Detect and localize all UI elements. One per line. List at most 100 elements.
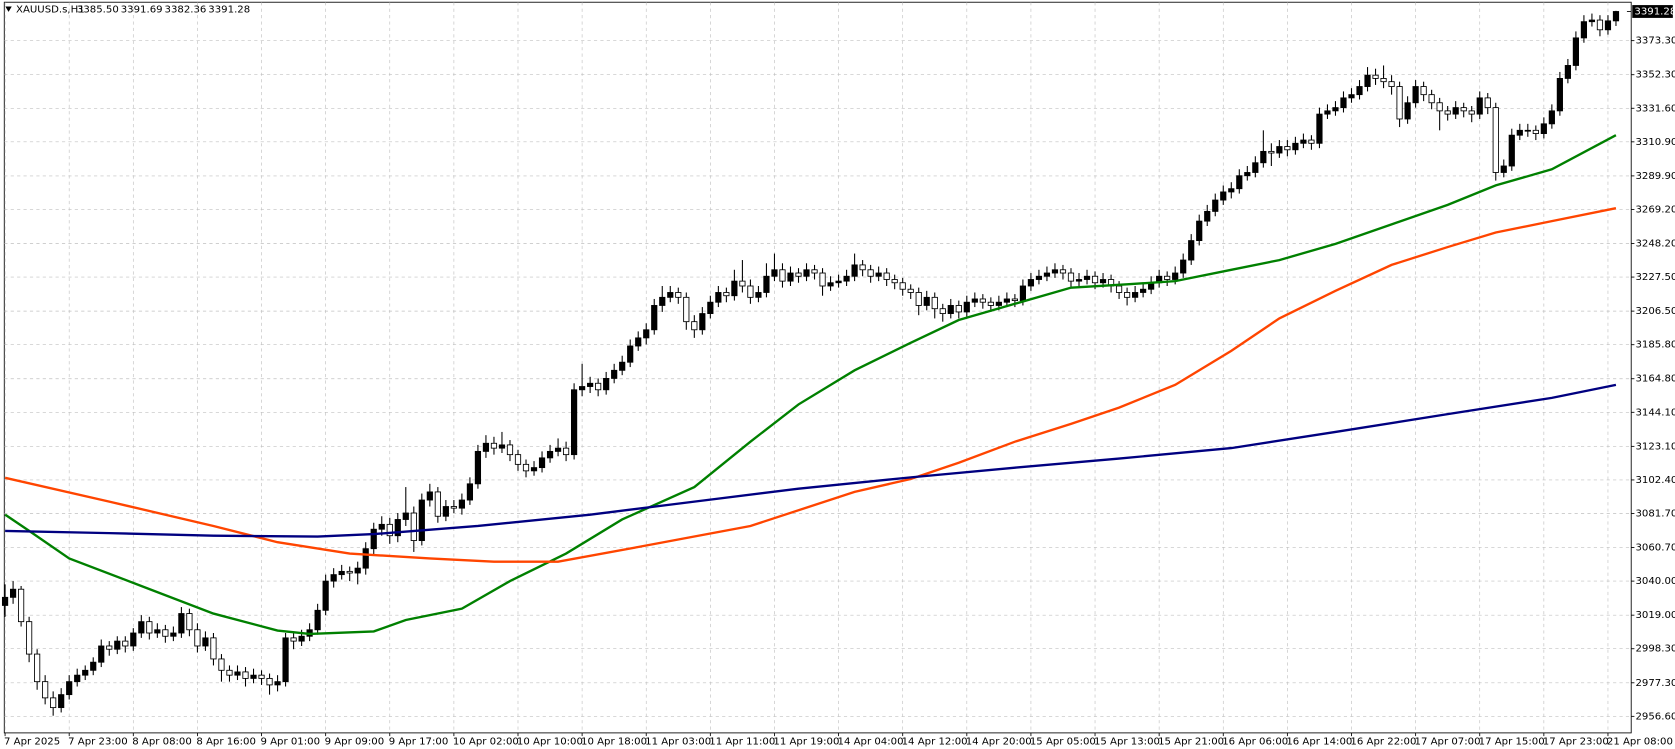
candle-body <box>250 674 257 679</box>
candle-body <box>955 305 962 313</box>
x-tick-label: 17 Apr 07:00 <box>1415 736 1481 747</box>
candle-body <box>122 640 129 647</box>
candle-body <box>450 506 457 509</box>
candle-body <box>82 669 89 676</box>
candle-body <box>659 296 666 306</box>
y-tick-label: 3206.50 <box>1635 306 1675 317</box>
candle-body <box>675 292 682 298</box>
x-tick-label: 7 Apr 23:00 <box>68 736 128 747</box>
candle-body <box>787 272 794 282</box>
x-tick-label: 15 Apr 21:00 <box>1158 736 1224 747</box>
candle-body <box>723 292 730 297</box>
candle-body <box>234 671 241 676</box>
candle-body <box>378 523 385 530</box>
x-tick-label: 10 Apr 10:00 <box>517 736 583 747</box>
candle-body <box>1075 279 1083 282</box>
candle-body <box>1316 113 1323 144</box>
candle-body <box>50 697 57 709</box>
candle-body <box>683 296 690 323</box>
candle-body <box>883 272 890 280</box>
candle-body <box>1 596 9 606</box>
candle-body <box>979 298 986 303</box>
candle-body <box>691 321 698 331</box>
candle-body <box>1612 11 1620 22</box>
candle-body <box>947 305 954 314</box>
candle-body <box>258 674 265 679</box>
candle-body <box>1508 134 1515 167</box>
x-tick-label: 8 Apr 08:00 <box>132 736 192 747</box>
candle-body <box>635 337 642 347</box>
y-tick-label: 3060.70 <box>1635 543 1675 554</box>
candle-body <box>1043 272 1051 277</box>
y-tick-label: 3081.70 <box>1635 508 1675 519</box>
candle-body <box>923 296 930 306</box>
candle-body <box>74 674 81 683</box>
x-tick-label: 9 Apr 09:00 <box>325 736 385 747</box>
candle-body <box>1420 86 1427 96</box>
candle-body <box>474 450 482 485</box>
candle-body <box>1220 191 1227 201</box>
candle-body <box>755 292 762 298</box>
moving-average-line <box>4 207 1617 563</box>
candle-body <box>1540 123 1547 134</box>
x-tick-label: 7 Apr 2025 <box>4 736 60 747</box>
candle-body <box>42 681 49 699</box>
x-tick-label: 10 Apr 18:00 <box>581 736 647 747</box>
candle-body <box>90 661 97 671</box>
candle-body <box>779 269 786 282</box>
candle-body <box>562 447 570 456</box>
candle-body <box>1011 298 1018 302</box>
candle-body <box>835 280 842 284</box>
candle-body <box>194 629 201 647</box>
candle-body <box>466 483 474 501</box>
candle-body <box>1444 110 1451 115</box>
x-tick-label: 14 Apr 20:00 <box>966 736 1032 747</box>
candle-body <box>931 296 938 310</box>
candle-body <box>418 499 425 542</box>
candle-body <box>707 301 714 314</box>
candle-body <box>1388 81 1395 87</box>
candle-body <box>1276 146 1283 154</box>
menu-triangle[interactable] <box>5 6 12 12</box>
candle-body <box>571 389 578 456</box>
y-tick-label: 3040.00 <box>1635 576 1675 587</box>
candle-body <box>1099 279 1107 284</box>
candle-body <box>66 681 73 696</box>
candle-body <box>771 269 778 277</box>
candle-body <box>186 613 193 631</box>
candle-body <box>811 269 818 274</box>
candle-body <box>138 621 145 634</box>
candle-body <box>434 491 441 517</box>
candle-body <box>290 637 297 642</box>
candle-body <box>1228 188 1235 193</box>
candle-body <box>98 645 105 663</box>
candle-body <box>619 361 626 371</box>
candle-body <box>1564 65 1571 79</box>
candle-body <box>667 292 674 298</box>
candle-body <box>1364 74 1371 87</box>
x-tick-label: 11 Apr 03:00 <box>645 736 711 747</box>
chart-title: XAUUSD.s,H1 <box>16 5 85 16</box>
candle-body <box>1059 269 1067 274</box>
candle-body <box>1180 259 1187 274</box>
y-tick-label: 3227.50 <box>1635 272 1675 283</box>
candle-body <box>1404 102 1411 120</box>
candle-body <box>130 632 137 647</box>
price-tag-label: 3391.28 <box>1634 6 1675 17</box>
candle-body <box>1468 110 1475 115</box>
candle-body <box>1556 78 1563 112</box>
candle-body <box>595 382 602 391</box>
candle-body <box>987 301 994 306</box>
candle-body <box>1516 129 1523 136</box>
candle-body <box>1532 129 1539 134</box>
candle-body <box>298 635 305 642</box>
candle-body <box>1035 275 1043 280</box>
candle-body <box>1356 86 1363 96</box>
candle-body <box>803 269 810 277</box>
candle-body <box>402 512 409 520</box>
y-tick-label: 3269.20 <box>1635 204 1675 215</box>
candle-body <box>394 519 401 537</box>
candle-body <box>370 528 377 550</box>
y-tick-label: 3248.20 <box>1635 239 1675 250</box>
y-tick-label: 3310.90 <box>1635 137 1675 148</box>
